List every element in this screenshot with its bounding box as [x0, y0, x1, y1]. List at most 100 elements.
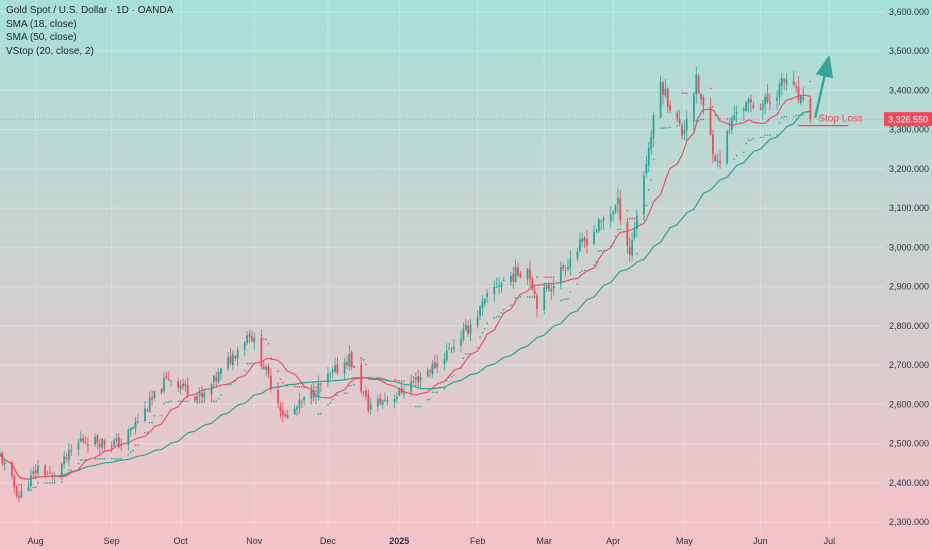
vstop-dot	[429, 398, 431, 400]
vstop-dot	[600, 249, 603, 252]
candle-body	[731, 119, 733, 130]
candle-body	[317, 383, 320, 397]
vstop-dot	[137, 444, 139, 446]
candle-body	[669, 105, 672, 111]
vstop-dot	[712, 106, 714, 108]
candle-body	[110, 445, 113, 447]
candle-body	[127, 429, 130, 445]
candle-body	[170, 380, 172, 382]
candle-body	[431, 363, 434, 374]
vstop-dot	[18, 483, 20, 486]
candle-body	[514, 267, 517, 283]
candle-body	[37, 465, 39, 474]
vstop-dot	[759, 136, 762, 139]
vstop-dot	[220, 394, 222, 396]
candle-body	[79, 438, 82, 442]
candle-body	[650, 137, 653, 149]
vstop-dot	[286, 385, 289, 387]
candle-body	[398, 388, 401, 396]
candle-body	[429, 370, 432, 373]
vstop-dot	[628, 217, 631, 220]
vstop-dot	[569, 291, 572, 293]
vstop-dot	[486, 322, 488, 325]
candle-body	[652, 115, 655, 139]
candle-body	[229, 356, 232, 364]
vstop-dot	[781, 116, 783, 119]
y-tick-label: 2,800.000	[889, 321, 929, 331]
vstop-dot	[300, 386, 303, 388]
candle-body	[512, 274, 515, 282]
candle-body	[692, 94, 695, 122]
vstop-dot	[30, 489, 32, 492]
vstop-dot	[659, 127, 662, 129]
vstop-dot	[46, 482, 49, 484]
candle-body	[84, 441, 87, 443]
vstop-dot	[576, 283, 579, 286]
vstop-dot	[548, 276, 550, 278]
vstop-dot	[619, 228, 622, 231]
candle-body	[643, 175, 645, 215]
candle-body	[593, 232, 595, 245]
vstop-dot	[714, 114, 717, 117]
candle-body	[376, 398, 379, 407]
candle-body	[103, 440, 106, 445]
y-tick-label: 2,500.000	[889, 439, 929, 449]
candle-body	[362, 391, 365, 394]
candle-body	[795, 86, 797, 89]
vstop-dot	[552, 276, 555, 278]
candle-body	[260, 337, 263, 367]
candle-body	[336, 364, 339, 374]
x-tick-label: Mar	[536, 536, 552, 546]
candle-body	[609, 214, 612, 222]
price-tag-label: 3,326.550	[888, 115, 928, 125]
candle-body	[647, 147, 650, 166]
candle-body	[327, 373, 329, 383]
candle-body	[745, 102, 748, 112]
vstop-dot	[84, 458, 87, 461]
vstop-dot	[396, 379, 398, 382]
candle-body	[367, 394, 370, 411]
vstop-dot	[593, 264, 595, 267]
y-tick-label: 3,100.000	[889, 203, 929, 213]
candle-body	[664, 88, 667, 96]
candle-body	[548, 284, 550, 290]
candle-body	[153, 391, 156, 399]
x-tick-label: Jun	[753, 536, 768, 546]
vstop-series	[18, 80, 812, 492]
candle-body	[685, 119, 688, 131]
price-tag	[884, 112, 932, 127]
vstop-dot	[531, 296, 534, 298]
vstop-dot	[431, 391, 434, 394]
candle-body	[13, 475, 16, 487]
candle-body	[780, 78, 783, 86]
candle-body	[747, 99, 750, 104]
vstop-dot	[217, 397, 220, 400]
y-axis[interactable]: 2,300.000 2,400.000 2,500.000 2,600.000 2,70…	[884, 7, 932, 527]
vstop-dot	[315, 386, 317, 389]
x-axis[interactable]: Aug Sep Oct Nov Dec 2025 Feb Mar Apr May Jun Jul	[28, 536, 835, 546]
candle-body	[286, 414, 289, 419]
vstop-dot	[68, 469, 70, 471]
candle-body	[564, 270, 567, 272]
candle-body	[602, 218, 605, 221]
vstop-dot	[186, 400, 189, 403]
candle-body	[576, 251, 579, 259]
x-tick-label: Aug	[28, 536, 44, 546]
candle-body	[296, 406, 298, 410]
candle-body	[253, 338, 256, 343]
vstop-dot	[277, 370, 279, 373]
y-tick-label: 3,400.000	[889, 85, 929, 95]
vstop-dot	[650, 178, 652, 181]
vstop-dot	[127, 453, 130, 456]
candle-body	[98, 443, 101, 448]
candle-body	[526, 268, 529, 279]
candle-body	[144, 408, 146, 422]
vstop-dot	[415, 405, 417, 408]
vstop-dot	[583, 269, 586, 272]
candle-body	[597, 219, 600, 232]
candle-body	[220, 368, 222, 374]
candle-body	[27, 486, 30, 491]
